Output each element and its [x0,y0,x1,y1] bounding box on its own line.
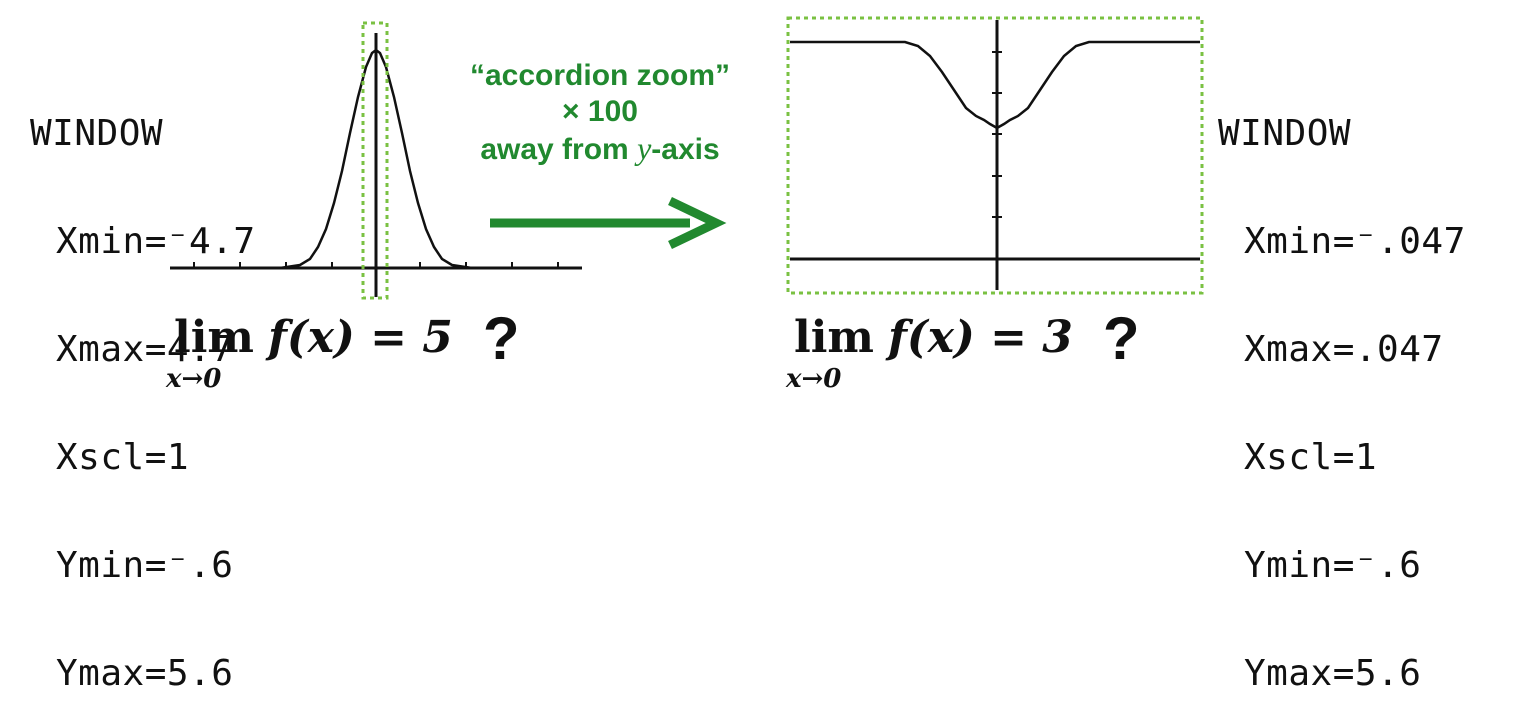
right-curve [790,40,1200,130]
left-xmin: Xmin=⁻4.7 [56,221,256,262]
right-xmax: Xmax=.047 [1244,329,1444,370]
left-xmax: Xmax=4.7 [56,329,234,370]
right-lim-stack: lim x→0 [786,312,882,394]
right-xscl: Xscl=1 [1244,437,1378,478]
right-y-ticks [992,51,1002,218]
left-ymin: Ymin=⁻.6 [56,545,234,586]
zoom-description: “accordion zoom” × 100 away from y-axis [430,58,770,168]
right-limit-value: f(x) = 3 [888,312,1073,363]
zoom-line-1: “accordion zoom” [469,59,731,92]
right-window-title: WINDOW [1218,113,1352,154]
right-window-settings: WINDOW Xmin=⁻.047 Xmax=.047 Xscl=1 Ymin=… [1218,44,1466,728]
left-question-mark: ? [482,305,520,372]
left-limit-expression: lim x→0 f(x) = 5? [166,305,520,395]
right-limit-expression: lim x→0 f(x) = 3? [786,305,1140,395]
right-ymax: Ymax=5.6 [1244,653,1422,694]
left-ymax: Ymax=5.6 [56,653,234,694]
right-xmin: Xmin=⁻.047 [1244,221,1466,262]
left-window-title: WINDOW [30,113,164,154]
right-highlight-frame [786,16,1204,295]
zoom-line-3: away from y-axis [430,130,770,168]
left-lim-word: lim [174,312,254,363]
zoom-line-2: × 100 [562,95,638,128]
right-question-mark: ? [1102,305,1140,372]
right-arrow-icon [490,196,727,250]
left-curve [279,48,473,270]
right-lim-subscript: x→0 [786,364,842,394]
left-lim-subscript: x→0 [166,364,222,394]
left-lim-stack: lim x→0 [166,312,262,394]
zoom-line-3-var: y [637,130,652,166]
left-xscl: Xscl=1 [56,437,190,478]
right-graph [786,16,1204,295]
left-highlight-box [361,21,389,300]
zoom-line-3-pre: away from [480,133,638,166]
left-graph [170,21,582,300]
left-limit-value: f(x) = 5 [268,312,453,363]
right-lim-word: lim [794,312,874,363]
right-ymin: Ymin=⁻.6 [1244,545,1422,586]
zoom-line-3-post: -axis [651,133,720,166]
